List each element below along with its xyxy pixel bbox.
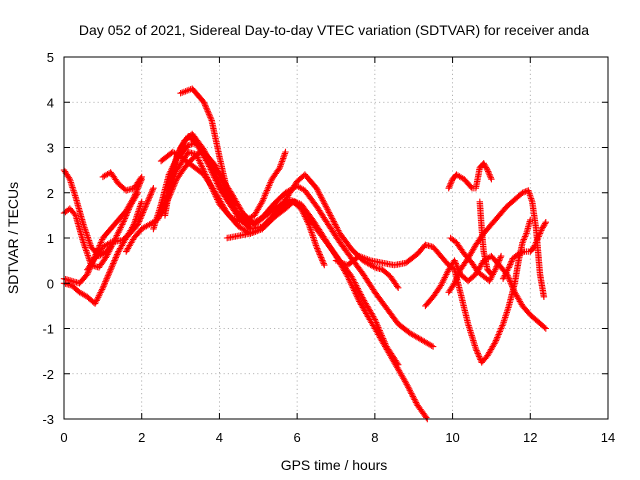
- y-tick-label: 0: [47, 276, 54, 291]
- series-arc-14: [224, 198, 328, 269]
- x-tick-label: 8: [371, 430, 378, 445]
- series-arc-21: [499, 219, 549, 282]
- series-arc-15: [332, 216, 534, 366]
- x-tick-label: 2: [138, 430, 145, 445]
- chart-title: Day 052 of 2021, Sidereal Day-to-day VTE…: [79, 22, 589, 38]
- series-arc-20: [476, 198, 495, 278]
- x-tick-label: 10: [445, 430, 459, 445]
- x-axis-label: GPS time / hours: [281, 457, 388, 473]
- x-tick-label: 4: [216, 430, 223, 445]
- y-tick-label: -3: [42, 412, 54, 427]
- x-tick-label: 0: [60, 430, 67, 445]
- y-tick-label: 1: [47, 231, 54, 246]
- y-tick-label: 5: [47, 50, 54, 65]
- series-arc-12: [157, 148, 235, 219]
- y-tick-label: 4: [47, 95, 54, 110]
- y-tick-label: -2: [42, 367, 54, 382]
- x-tick-label: 14: [601, 430, 615, 445]
- series-arc-05: [84, 185, 157, 273]
- series-arc-17: [445, 160, 495, 192]
- y-tick-label: 2: [47, 186, 54, 201]
- x-tick-label: 12: [523, 430, 537, 445]
- series-arc-13: [177, 85, 246, 224]
- series-arc-06: [99, 169, 145, 194]
- x-tick-label: 6: [294, 430, 301, 445]
- y-tick-label: -1: [42, 322, 54, 337]
- y-axis-label: SDTVAR / TECUs: [5, 182, 21, 294]
- data-series: [60, 85, 549, 423]
- plot-frame: [63, 56, 609, 420]
- y-tick-label: 3: [47, 141, 54, 156]
